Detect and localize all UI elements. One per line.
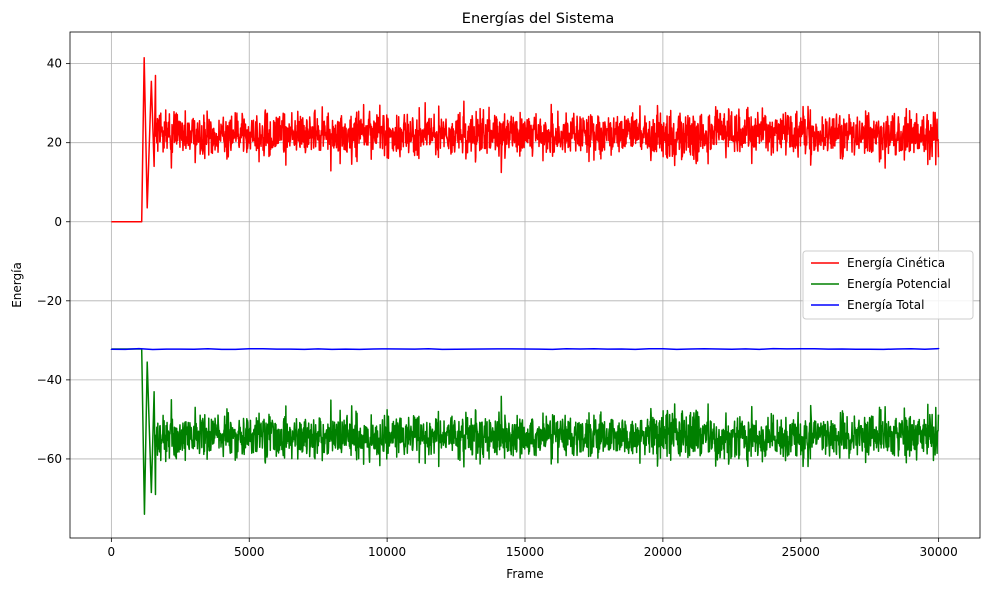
x-tick-label: 30000 xyxy=(920,545,958,559)
x-tick-label: 0 xyxy=(108,545,116,559)
y-tick-label: −40 xyxy=(37,373,62,387)
y-tick-label: 0 xyxy=(54,215,62,229)
series-line-kinetic xyxy=(111,56,940,223)
y-axis-title: Energía xyxy=(10,262,24,308)
legend-box xyxy=(802,250,974,320)
legend-label-kinetic: Energía Cinética xyxy=(847,256,945,270)
legend-label-potential: Energía Potencial xyxy=(847,277,951,291)
plot-series xyxy=(110,56,940,516)
legend-label-total: Energía Total xyxy=(847,298,924,312)
x-tick-label: 25000 xyxy=(782,545,820,559)
y-axis-ticks: −60 −40 −20 0 20 40 xyxy=(37,57,70,466)
series-line-potential xyxy=(111,348,940,516)
chart-title: Energías del Sistema xyxy=(462,11,614,27)
y-tick-label: −60 xyxy=(37,452,62,466)
x-tick-label: 10000 xyxy=(368,545,406,559)
x-tick-label: 15000 xyxy=(506,545,544,559)
x-axis-title: Frame xyxy=(506,567,543,581)
y-tick-label: −20 xyxy=(37,294,62,308)
y-tick-label: 40 xyxy=(47,57,62,71)
x-axis-ticks: 0 5000 10000 15000 20000 25000 30000 xyxy=(108,538,958,559)
x-tick-label: 20000 xyxy=(644,545,682,559)
series-line-total xyxy=(110,347,940,351)
legend: Energía Cinética Energía Potencial Energía… xyxy=(802,250,974,320)
x-tick-label: 5000 xyxy=(234,545,265,559)
y-tick-label: 20 xyxy=(47,136,62,150)
